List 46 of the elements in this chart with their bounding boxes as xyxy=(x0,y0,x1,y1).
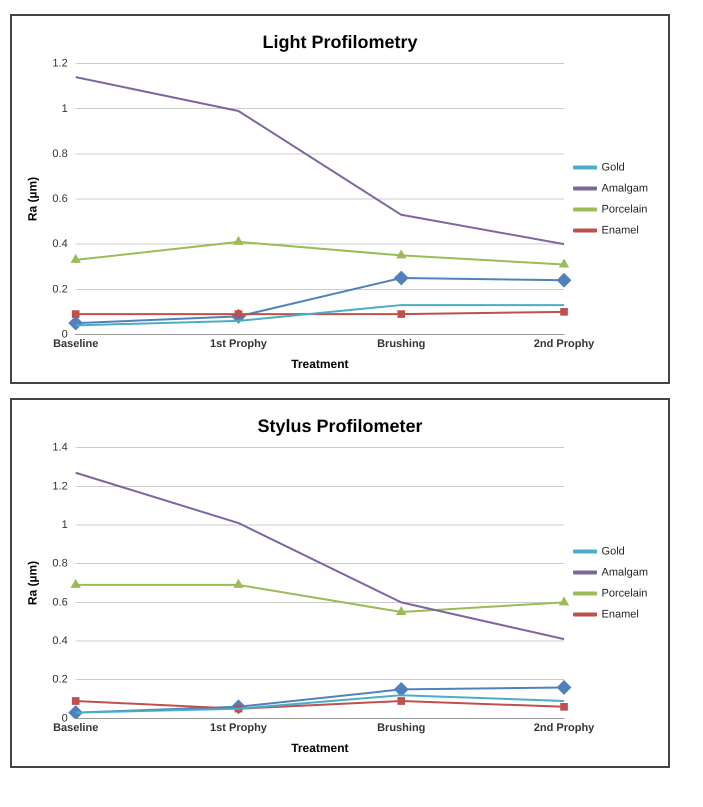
y-tick-label: 0.6 xyxy=(52,193,68,206)
y-tick-label: 0.8 xyxy=(52,558,68,570)
y-tick-label: 1.2 xyxy=(52,58,68,70)
point xyxy=(396,607,406,616)
y-tick-label: 0.4 xyxy=(52,635,68,648)
legend-label: Porcelain xyxy=(602,204,648,216)
y-tick-label: 1 xyxy=(62,102,68,115)
x-tick-label: Brushing xyxy=(377,338,426,350)
y-tick-label: 0.2 xyxy=(52,674,68,686)
chart-title: Light Profilometry xyxy=(262,32,418,52)
point xyxy=(397,697,406,705)
y-tick-label: 0.2 xyxy=(52,283,68,296)
legend-label: Amalgam xyxy=(602,566,648,579)
point xyxy=(560,702,568,711)
point xyxy=(557,680,572,694)
x-tick-label: Brushing xyxy=(377,722,426,734)
y-axis-title: Ra (µm) xyxy=(26,560,40,606)
point xyxy=(560,597,569,606)
legend-label: Gold xyxy=(602,162,625,174)
legend-label: Porcelain xyxy=(602,588,648,600)
legend-label: Enamel xyxy=(602,224,639,237)
y-tick-label: 1.2 xyxy=(52,480,68,492)
x-axis-title: Treatment xyxy=(291,741,349,756)
legend-label: Amalgam xyxy=(602,182,648,195)
x-tick-label: 1st Prophy xyxy=(210,338,268,350)
y-tick-label: 1.4 xyxy=(52,442,68,454)
y-axis-title: Ra (µm) xyxy=(26,176,40,222)
point xyxy=(394,682,408,696)
legend-label: Enamel xyxy=(602,608,639,621)
x-tick-label: 2nd Prophy xyxy=(534,722,596,734)
y-tick-label: 0.8 xyxy=(52,148,68,160)
x-tick-label: 2nd Prophy xyxy=(534,338,596,350)
point xyxy=(234,580,243,588)
y-tick-label: 1 xyxy=(62,519,68,532)
legend-label: Gold xyxy=(602,546,625,558)
x-tick-label: Baseline xyxy=(53,722,98,734)
point xyxy=(72,697,80,705)
y-tick-label: 0 xyxy=(62,328,68,340)
x-axis-title: Treatment xyxy=(291,357,349,372)
x-tick-label: Baseline xyxy=(53,338,98,350)
y-tick-label: 0.4 xyxy=(52,238,68,250)
y-tick-label: 0 xyxy=(62,712,68,724)
point xyxy=(71,580,80,588)
y-tick-label: 0.6 xyxy=(52,596,68,608)
chart-title: Stylus Profilometer xyxy=(257,416,423,436)
x-tick-label: 1st Prophy xyxy=(210,722,268,734)
